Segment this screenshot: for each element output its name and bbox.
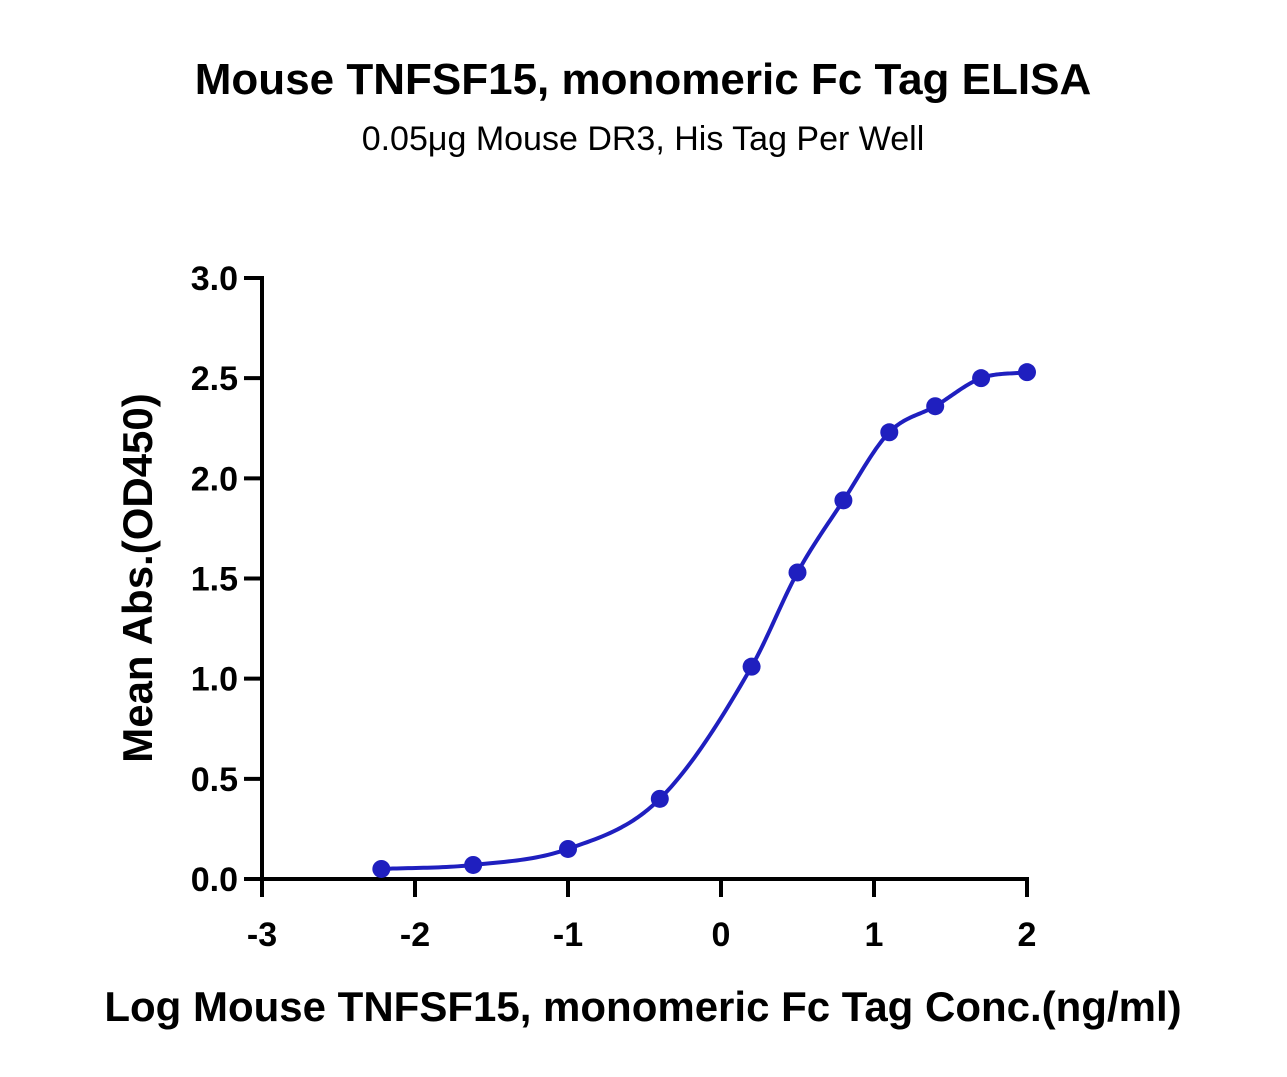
x-tick-label: 1 (865, 916, 884, 954)
y-tick-label: 2.0 (191, 460, 238, 498)
fit-curve (381, 370, 1028, 871)
y-axis-title: Mean Abs.(OD450) (114, 393, 161, 763)
data-point (972, 369, 991, 388)
chart-title: Mouse TNFSF15, monomeric Fc Tag ELISA (195, 55, 1091, 104)
data-point (788, 563, 807, 582)
data-point (926, 397, 945, 416)
data-point (559, 839, 577, 858)
data-point (880, 423, 899, 442)
x-axis-title: Log Mouse TNFSF15, monomeric Fc Tag Conc… (104, 983, 1181, 1030)
x-tick-label: 2 (1018, 916, 1037, 954)
x-tick-label: -2 (400, 916, 430, 954)
chart-subtitle: 0.05μg Mouse DR3, His Tag Per Well (362, 120, 925, 158)
x-tick-label: -3 (247, 916, 277, 954)
y-axis: 0.0 0.5 1.0 1.5 2.0 2.5 3.0 (191, 260, 264, 899)
y-tick-label: 3.0 (191, 260, 238, 298)
data-point (742, 657, 761, 676)
data-point (1018, 363, 1036, 382)
y-tick-label: 1.5 (191, 561, 238, 599)
y-tick-label: 0.0 (191, 861, 238, 899)
y-tick-label: 1.0 (191, 661, 238, 699)
x-axis: -3 -2 -1 0 1 2 (247, 877, 1037, 954)
data-point (464, 855, 483, 874)
x-tick-label: -1 (553, 916, 583, 954)
data-point (372, 859, 391, 878)
x-tick-label: 0 (712, 916, 731, 954)
plot-series (372, 363, 1036, 878)
data-point (834, 491, 853, 510)
data-point (650, 789, 669, 808)
y-tick-label: 2.5 (191, 360, 238, 398)
y-tick-label: 0.5 (191, 761, 238, 799)
